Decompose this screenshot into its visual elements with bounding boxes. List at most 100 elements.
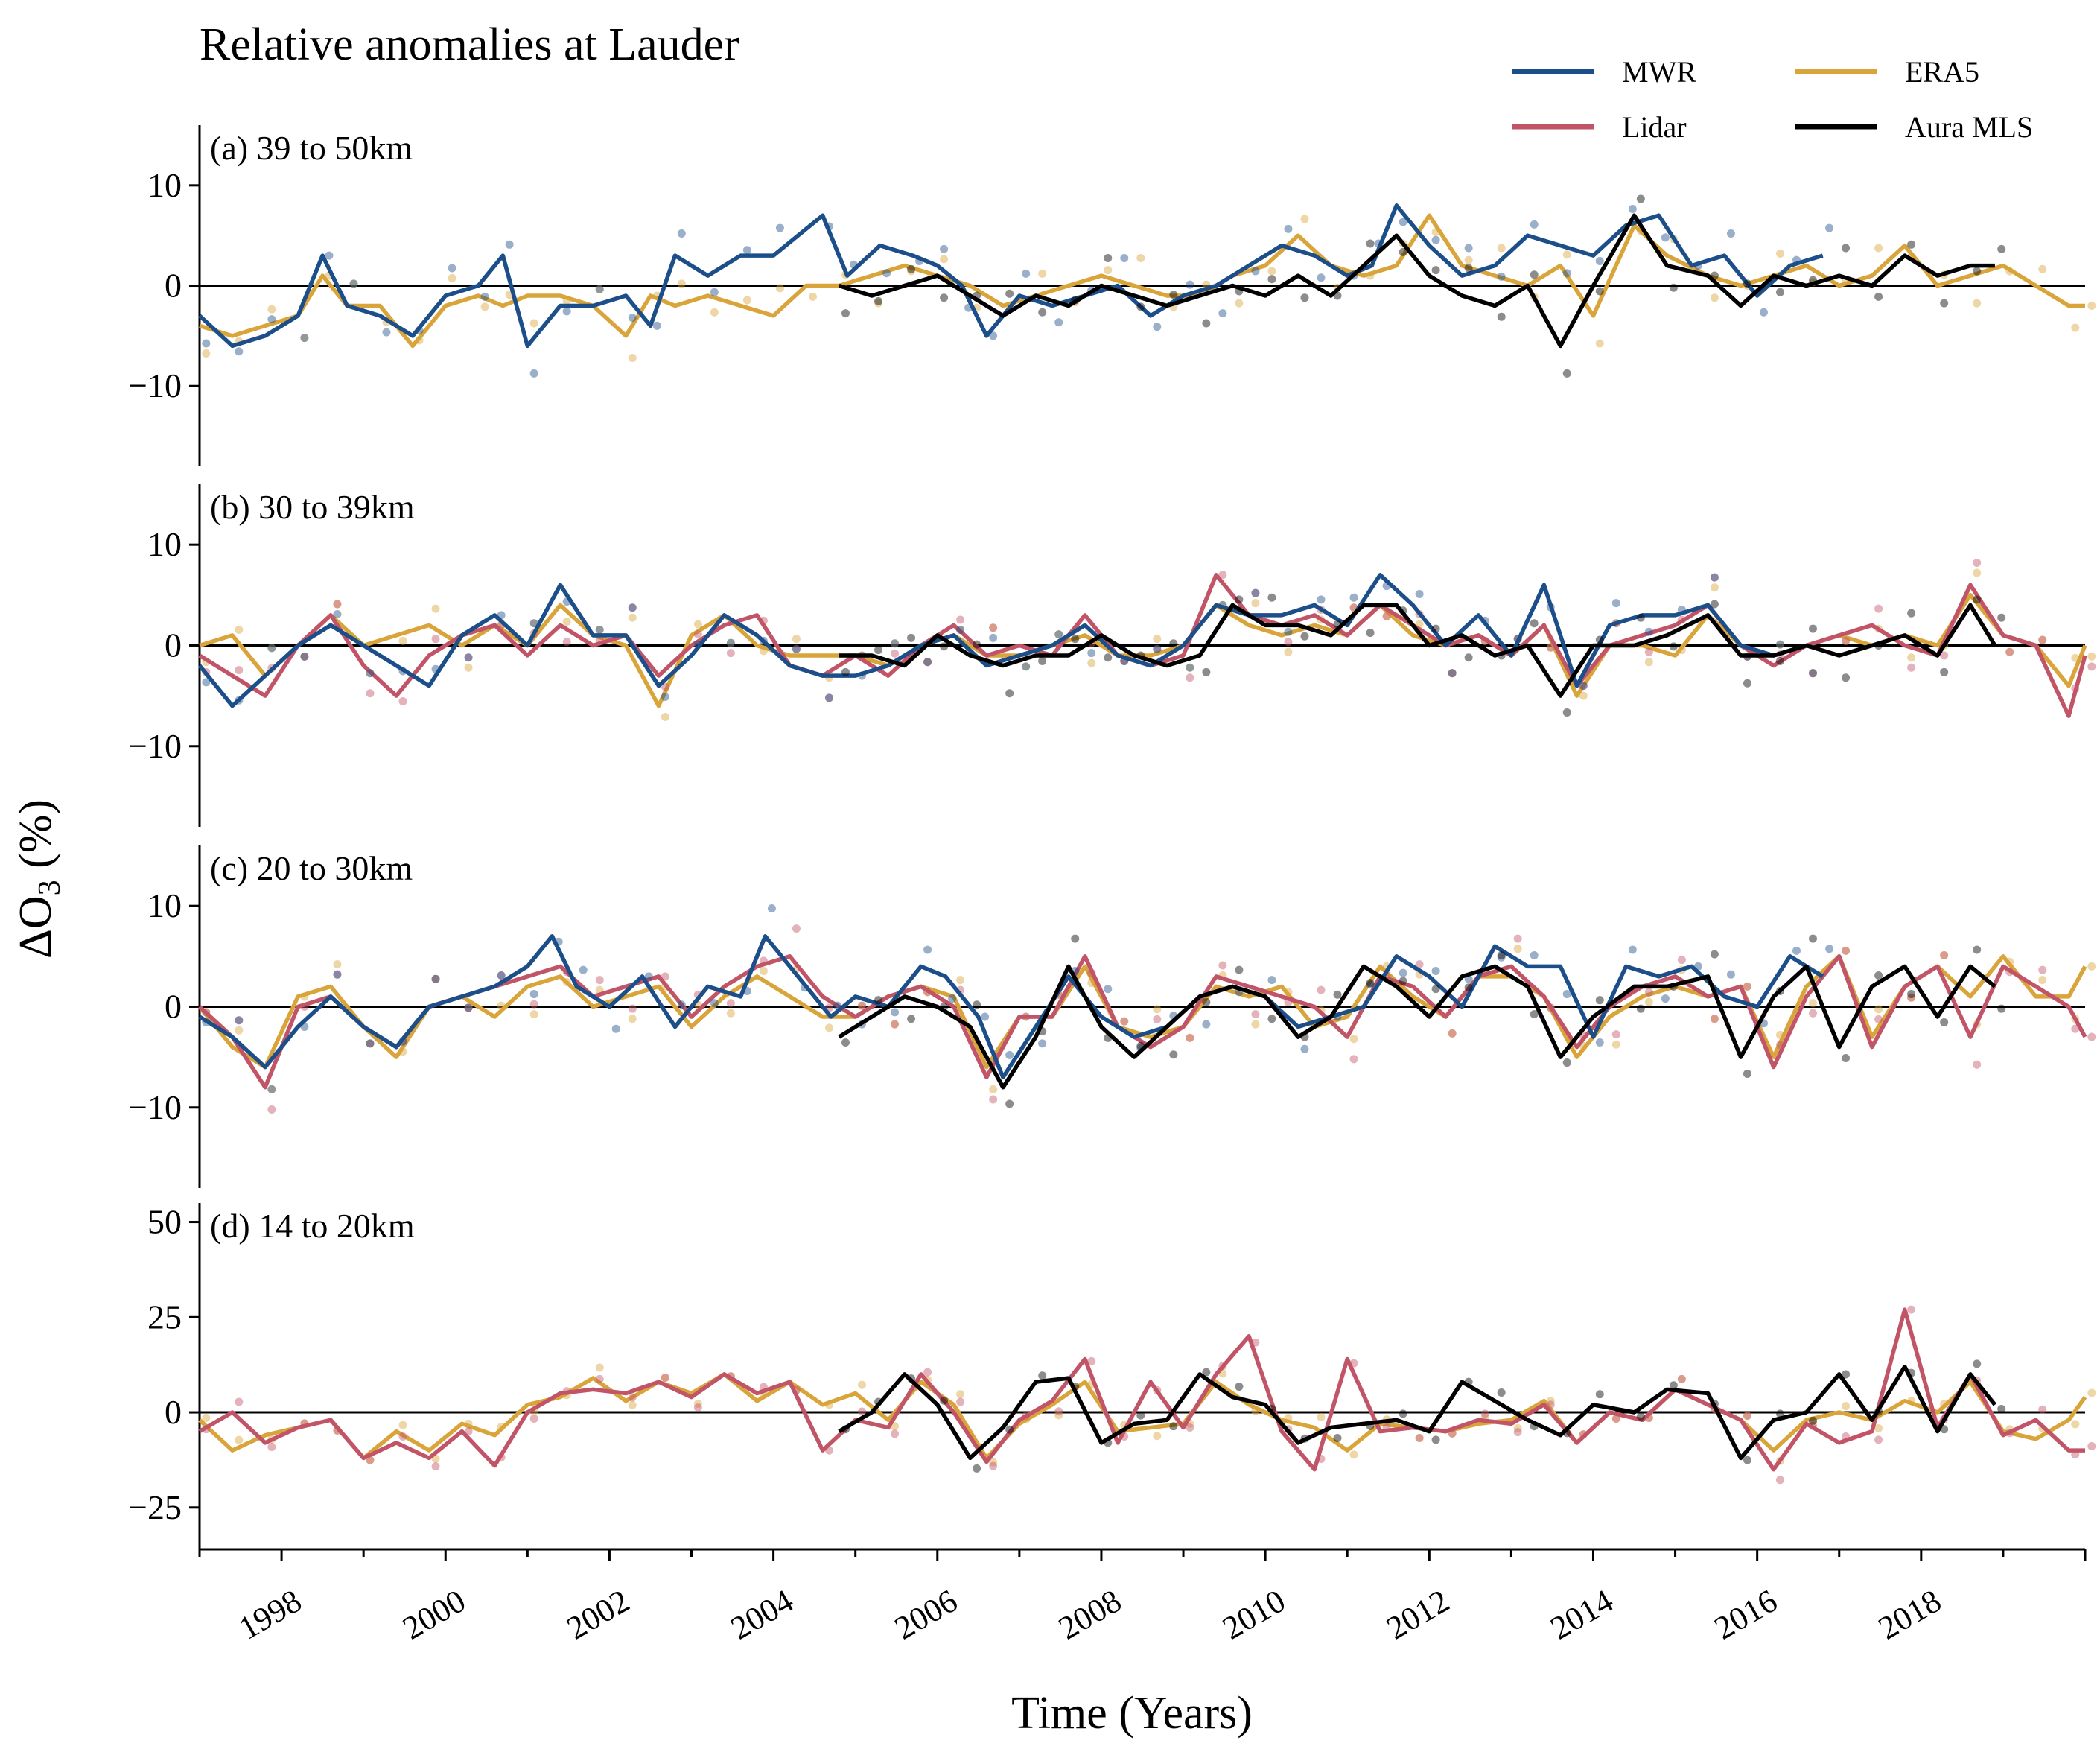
y-tick-label: 10 [147,525,182,563]
point-mwr [333,970,342,979]
point-mwr [300,334,309,343]
point-mwr [956,626,965,634]
point-aura-mls [874,646,883,655]
point-mwr [1104,985,1113,994]
series-line-mwr [198,203,1824,349]
point-lidar [693,1403,702,1412]
point-era5 [1267,267,1276,276]
point-era5 [1251,599,1260,608]
point-aura-mls [1169,639,1178,648]
legend-label-era5: ERA5 [1905,55,1979,89]
point-lidar [661,682,669,691]
point-aura-mls [1399,977,1407,985]
point-aura-mls [1973,1359,1982,1368]
point-aura-mls [1636,613,1645,622]
point-mwr [792,644,801,653]
point-lidar [923,658,932,667]
panels: 10 0 −10 (a) 39 to 50km 10 0 −10 (b) 30 to 39km… [128,125,2096,1549]
point-aura-mls [1562,369,1571,378]
point-mwr [1186,280,1194,289]
point-lidar [562,638,571,647]
point-era5 [891,1422,900,1431]
point-lidar [1480,1409,1489,1418]
point-mwr [1186,663,1194,672]
point-lidar [1907,1305,1916,1314]
point-lidar [1743,1412,1751,1421]
series-line-mwr [197,573,1807,708]
point-era5 [235,626,244,634]
point-aura-mls [973,1000,981,1009]
point-lidar [792,924,801,933]
point-lidar [1349,1055,1358,1064]
point-aura-mls [1595,287,1604,296]
point-era5 [1907,653,1916,662]
point-mwr [1530,950,1539,959]
point-aura-mls [1005,1425,1014,1434]
point-aura-mls [1530,270,1539,279]
point-aura-mls [1973,267,1982,276]
point-era5 [480,302,489,311]
point-aura-mls [1202,1368,1211,1377]
point-mwr [1153,644,1162,653]
point-aura-mls [1202,667,1211,676]
panel-4: 50 25 0 −25 (d) 14 to 20km [128,1203,2096,1549]
point-mwr [202,678,211,687]
point-aura-mls [1202,997,1211,1006]
point-era5 [529,319,538,328]
point-aura-mls [1636,1004,1645,1013]
point-era5 [529,1010,538,1019]
point-aura-mls [1636,194,1645,203]
point-lidar [1415,960,1424,969]
point-mwr [1809,669,1818,678]
point-mwr [1218,309,1227,318]
point-era5 [891,1020,900,1029]
point-era5 [1973,568,1982,577]
point-era5 [267,305,276,314]
point-lidar [2087,1032,2096,1041]
point-era5 [989,1085,998,1093]
point-era5 [824,1023,833,1032]
panel-label: (d) 14 to 20km [210,1207,415,1245]
point-era5 [742,296,751,305]
point-mwr [1661,994,1670,1003]
point-aura-mls [1775,288,1784,296]
point-lidar [267,1105,276,1114]
point-lidar [1775,1476,1784,1485]
series-line-aura-mls [839,603,1997,698]
point-lidar [2087,662,2096,671]
point-mwr [923,658,932,667]
point-aura-mls [1431,624,1440,633]
point-mwr [1431,235,1440,244]
point-era5 [677,279,686,288]
point-era5 [1874,1424,1883,1433]
point-aura-mls [1907,990,1916,999]
point-mwr [1251,267,1260,276]
point-era5 [775,284,784,293]
point-aura-mls [1842,673,1851,682]
point-aura-mls [940,642,949,651]
point-lidar [1874,1015,1883,1023]
point-mwr [464,653,473,662]
point-era5 [1973,299,1982,308]
point-mwr [1825,945,1834,953]
point-mwr [824,693,833,702]
point-era5 [2087,962,2096,971]
x-tick-label: 2016 [1708,1582,1784,1646]
point-lidar [235,1397,244,1406]
point-mwr [1611,599,1620,608]
y-tick-label: 50 [147,1203,182,1241]
point-mwr [1497,272,1506,281]
point-lidar [1907,993,1916,1002]
point-mwr [529,990,538,999]
point-era5 [1513,945,1522,953]
point-era5 [858,1001,867,1010]
series-line-era5 [199,593,2087,708]
point-mwr [366,1039,375,1048]
point-mwr [1415,589,1424,598]
point-lidar [2038,635,2047,644]
point-era5 [1153,1432,1162,1441]
point-aura-mls [1530,1010,1539,1019]
y-axis-label-main: ΔO [10,895,61,959]
chart-title: Relative anomalies at Lauder [200,19,739,70]
